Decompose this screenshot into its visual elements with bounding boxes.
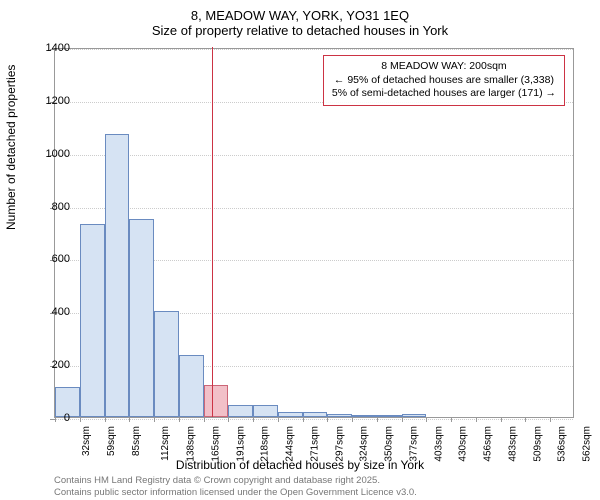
xtick-label: 403sqm bbox=[433, 426, 444, 462]
histogram-bar bbox=[253, 405, 278, 417]
ytick-label: 0 bbox=[30, 412, 70, 424]
footer-line1: Contains HM Land Registry data © Crown c… bbox=[54, 475, 417, 486]
title-line1: 8, MEADOW WAY, YORK, YO31 1EQ bbox=[0, 8, 600, 23]
xtick-mark bbox=[550, 417, 551, 422]
xtick-mark bbox=[426, 417, 427, 422]
xtick-label: 271sqm bbox=[309, 426, 320, 462]
xtick-mark bbox=[278, 417, 279, 422]
xtick-label: 112sqm bbox=[160, 426, 171, 461]
xtick-label: 165sqm bbox=[210, 426, 221, 462]
xtick-mark bbox=[80, 417, 81, 422]
xtick-label: 430sqm bbox=[458, 426, 469, 462]
xtick-label: 297sqm bbox=[334, 426, 345, 462]
histogram-bar bbox=[303, 412, 328, 417]
histogram-bar bbox=[129, 219, 154, 417]
xtick-label: 59sqm bbox=[106, 426, 117, 456]
xtick-mark bbox=[501, 417, 502, 422]
xtick-mark bbox=[476, 417, 477, 422]
histogram-bar-highlight bbox=[204, 385, 229, 417]
xtick-mark bbox=[377, 417, 378, 422]
xtick-label: 191sqm bbox=[235, 426, 246, 462]
xtick-mark bbox=[228, 417, 229, 422]
xtick-mark bbox=[154, 417, 155, 422]
xtick-label: 377sqm bbox=[408, 426, 419, 462]
xtick-label: 509sqm bbox=[532, 426, 543, 462]
xtick-mark bbox=[303, 417, 304, 422]
annotation-line2: ← 95% of detached houses are smaller (3,… bbox=[332, 74, 556, 88]
xtick-mark bbox=[327, 417, 328, 422]
plot-area: 8 MEADOW WAY: 200sqm ← 95% of detached h… bbox=[54, 48, 574, 418]
gridline-h bbox=[55, 155, 573, 156]
xtick-label: 483sqm bbox=[508, 426, 519, 462]
marker-line bbox=[212, 47, 213, 417]
histogram-bar bbox=[377, 415, 402, 417]
xtick-label: 218sqm bbox=[260, 426, 271, 462]
xtick-label: 562sqm bbox=[582, 426, 593, 462]
xtick-label: 350sqm bbox=[384, 426, 395, 462]
histogram-bar bbox=[105, 134, 130, 417]
histogram-bar bbox=[402, 414, 427, 417]
histogram-bar bbox=[278, 412, 303, 417]
histogram-bar bbox=[179, 355, 204, 417]
gridline-h bbox=[55, 419, 573, 420]
xtick-mark bbox=[179, 417, 180, 422]
xtick-label: 138sqm bbox=[186, 426, 197, 462]
xtick-mark bbox=[253, 417, 254, 422]
xtick-label: 244sqm bbox=[285, 426, 296, 462]
histogram-bar bbox=[228, 405, 253, 417]
annotation-box: 8 MEADOW WAY: 200sqm ← 95% of detached h… bbox=[323, 55, 565, 106]
xtick-mark bbox=[352, 417, 353, 422]
chart-container: 8, MEADOW WAY, YORK, YO31 1EQ Size of pr… bbox=[0, 0, 600, 500]
title-block: 8, MEADOW WAY, YORK, YO31 1EQ Size of pr… bbox=[0, 0, 600, 38]
gridline-h bbox=[55, 208, 573, 209]
xtick-mark bbox=[204, 417, 205, 422]
y-axis-label: Number of detached properties bbox=[4, 65, 18, 230]
gridline-h bbox=[55, 49, 573, 50]
xtick-label: 324sqm bbox=[359, 426, 370, 462]
xtick-mark bbox=[129, 417, 130, 422]
xtick-label: 32sqm bbox=[81, 426, 92, 456]
ytick-label: 800 bbox=[30, 201, 70, 213]
xtick-mark bbox=[525, 417, 526, 422]
histogram-bar bbox=[80, 224, 105, 417]
histogram-bar bbox=[327, 414, 352, 417]
xtick-mark bbox=[451, 417, 452, 422]
histogram-bar bbox=[352, 415, 377, 417]
ytick-label: 1000 bbox=[30, 148, 70, 160]
ytick-label: 1400 bbox=[30, 42, 70, 54]
ytick-label: 1200 bbox=[30, 95, 70, 107]
ytick-label: 200 bbox=[30, 359, 70, 371]
title-line2: Size of property relative to detached ho… bbox=[0, 23, 600, 38]
xtick-label: 85sqm bbox=[131, 426, 142, 456]
xtick-mark bbox=[402, 417, 403, 422]
ytick-label: 600 bbox=[30, 253, 70, 265]
xtick-label: 456sqm bbox=[483, 426, 494, 462]
histogram-bar bbox=[154, 311, 179, 417]
xtick-mark bbox=[105, 417, 106, 422]
ytick-label: 400 bbox=[30, 306, 70, 318]
xtick-label: 536sqm bbox=[557, 426, 568, 462]
footer-line2: Contains public sector information licen… bbox=[54, 487, 417, 498]
annotation-line1: 8 MEADOW WAY: 200sqm bbox=[332, 60, 556, 74]
annotation-line3: 5% of semi-detached houses are larger (1… bbox=[332, 87, 556, 101]
footer: Contains HM Land Registry data © Crown c… bbox=[54, 475, 417, 498]
